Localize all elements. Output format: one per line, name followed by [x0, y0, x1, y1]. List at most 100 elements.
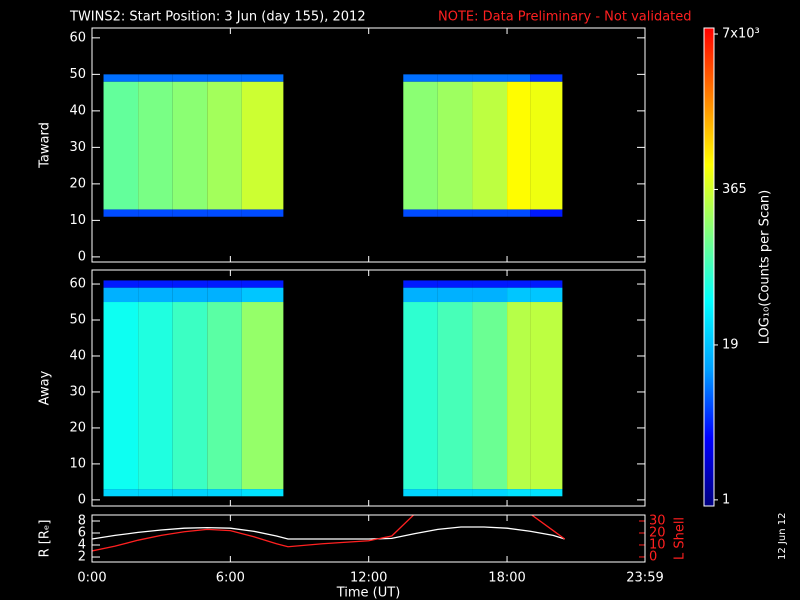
- y-tick-label: 10: [69, 456, 86, 471]
- heat-cell: [103, 74, 139, 82]
- heat-cell: [472, 209, 508, 217]
- heat-cell: [138, 81, 173, 210]
- heat-cell: [241, 287, 284, 303]
- heat-cell: [437, 81, 473, 210]
- heat-cell: [241, 489, 284, 497]
- x-tick-label: 23:59: [626, 571, 663, 586]
- x-tick-label: 12:00: [350, 571, 387, 586]
- x-tick-label: 0:00: [77, 571, 106, 586]
- y-tick-label: 0: [78, 492, 86, 507]
- y-tick-label: 50: [69, 67, 86, 82]
- y-tick-label: 8: [78, 514, 86, 529]
- colorbar-label: LOG₁₀(Counts per Scan): [758, 190, 773, 345]
- heat-cell: [103, 302, 139, 490]
- date-stamp: 12 Jun 12: [777, 513, 788, 560]
- heat-cell: [241, 280, 284, 288]
- heat-cell: [472, 81, 508, 210]
- heat-cell: [207, 287, 242, 303]
- heat-cell: [507, 287, 531, 303]
- y-tick-label: 30: [69, 140, 86, 155]
- heat-cell: [472, 74, 508, 82]
- y-tick-label: 2: [78, 550, 86, 565]
- y-axis-label: Taward: [38, 122, 53, 169]
- heat-cell: [207, 489, 242, 497]
- heat-cell: [437, 209, 473, 217]
- heat-cell: [403, 81, 438, 210]
- y-axis-label: R [Rₑ]: [38, 520, 53, 558]
- heat-cell: [138, 302, 173, 490]
- heat-cell: [207, 302, 242, 490]
- heat-cell: [241, 209, 284, 217]
- heat-cell: [530, 302, 563, 490]
- heat-cell: [103, 489, 139, 497]
- series-line: [92, 515, 566, 552]
- heat-cell: [437, 287, 473, 303]
- heat-cell: [507, 280, 531, 288]
- heat-cell: [172, 287, 208, 303]
- heat-cell: [472, 280, 508, 288]
- heat-cell: [507, 302, 531, 490]
- heat-cell: [103, 287, 139, 303]
- heat-cell: [138, 489, 173, 497]
- y-tick-label: 60: [69, 30, 86, 45]
- y-tick-label: 40: [69, 103, 86, 118]
- heat-cell: [507, 489, 531, 497]
- y2-tick-label: 0: [649, 549, 657, 564]
- y-tick-label: 10: [69, 213, 86, 228]
- x-axis-label: Time (UT): [336, 586, 401, 600]
- heat-cell: [207, 74, 242, 82]
- heat-cell: [241, 74, 284, 82]
- heat-cell: [472, 287, 508, 303]
- colorbar-tick-label: 19: [722, 337, 739, 352]
- heat-cell: [472, 489, 508, 497]
- heat-cell: [138, 287, 173, 303]
- y-tick-label: 6: [78, 526, 86, 541]
- heat-cell: [403, 280, 438, 288]
- heat-cell: [207, 209, 242, 217]
- y-tick-label: 60: [69, 277, 86, 292]
- y-tick-label: 40: [69, 348, 86, 363]
- y-tick-label: 20: [69, 176, 86, 191]
- heat-cell: [437, 302, 473, 490]
- x-tick-label: 18:00: [488, 571, 525, 586]
- heat-cell: [507, 81, 531, 210]
- heat-cell: [437, 489, 473, 497]
- heat-cell: [172, 280, 208, 288]
- heat-cell: [403, 209, 438, 217]
- note: NOTE: Data Preliminary - Not validated: [438, 10, 692, 25]
- y-tick-label: 30: [69, 384, 86, 399]
- heat-cell: [403, 74, 438, 82]
- heat-cell: [437, 74, 473, 82]
- y2-tick-label: 10: [649, 537, 666, 552]
- heat-cell: [103, 280, 139, 288]
- heat-cell: [530, 209, 563, 217]
- y-tick-label: 0: [78, 249, 86, 264]
- heat-cell: [507, 209, 531, 217]
- y-tick-label: 50: [69, 313, 86, 328]
- heat-cell: [507, 74, 531, 82]
- colorbar-tick-label: 1: [722, 492, 730, 507]
- heat-cell: [103, 209, 139, 217]
- colorbar: [703, 27, 715, 507]
- heat-cell: [207, 280, 242, 288]
- series-line: [92, 526, 565, 540]
- y-tick-label: 20: [69, 420, 86, 435]
- heat-cell: [138, 209, 173, 217]
- heat-cell: [437, 280, 473, 288]
- y2-tick-label: 20: [649, 525, 666, 540]
- y-axis-label: Away: [38, 370, 53, 405]
- y2-axis-label: L Shell: [673, 517, 688, 560]
- heat-cell: [530, 280, 563, 288]
- heat-cell: [530, 81, 563, 210]
- heat-cell: [403, 287, 438, 303]
- y-tick-label: 4: [78, 538, 86, 553]
- heat-cell: [472, 302, 508, 490]
- heat-cell: [241, 81, 284, 210]
- title: TWINS2: Start Position: 3 Jun (day 155),…: [69, 10, 366, 25]
- heat-cell: [530, 74, 563, 82]
- heat-cell: [103, 81, 139, 210]
- heat-cell: [172, 74, 208, 82]
- colorbar-tick-label: 365: [722, 182, 747, 197]
- heat-cell: [172, 302, 208, 490]
